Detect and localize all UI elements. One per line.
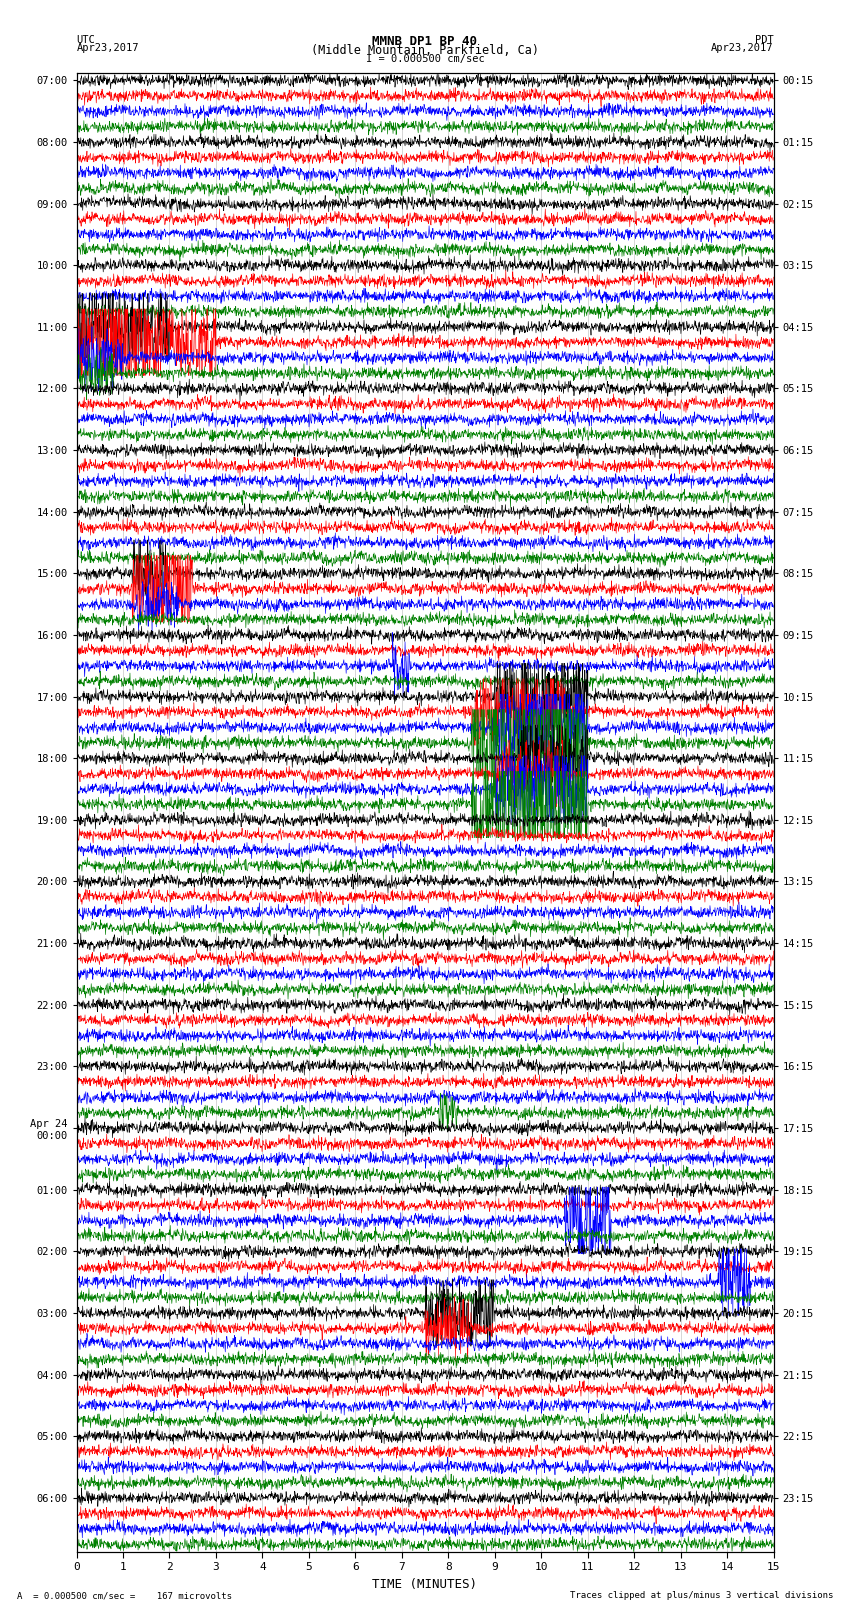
Text: I = 0.000500 cm/sec: I = 0.000500 cm/sec	[366, 53, 484, 65]
Text: Traces clipped at plus/minus 3 vertical divisions: Traces clipped at plus/minus 3 vertical …	[570, 1590, 833, 1600]
Text: (Middle Mountain, Parkfield, Ca): (Middle Mountain, Parkfield, Ca)	[311, 44, 539, 58]
Text: PDT: PDT	[755, 35, 774, 45]
Text: Apr23,2017: Apr23,2017	[711, 44, 774, 53]
Text: Apr23,2017: Apr23,2017	[76, 44, 139, 53]
Text: A  = 0.000500 cm/sec =    167 microvolts: A = 0.000500 cm/sec = 167 microvolts	[17, 1590, 232, 1600]
Text: MMNB DP1 BP 40: MMNB DP1 BP 40	[372, 35, 478, 48]
Text: UTC: UTC	[76, 35, 95, 45]
X-axis label: TIME (MINUTES): TIME (MINUTES)	[372, 1578, 478, 1590]
